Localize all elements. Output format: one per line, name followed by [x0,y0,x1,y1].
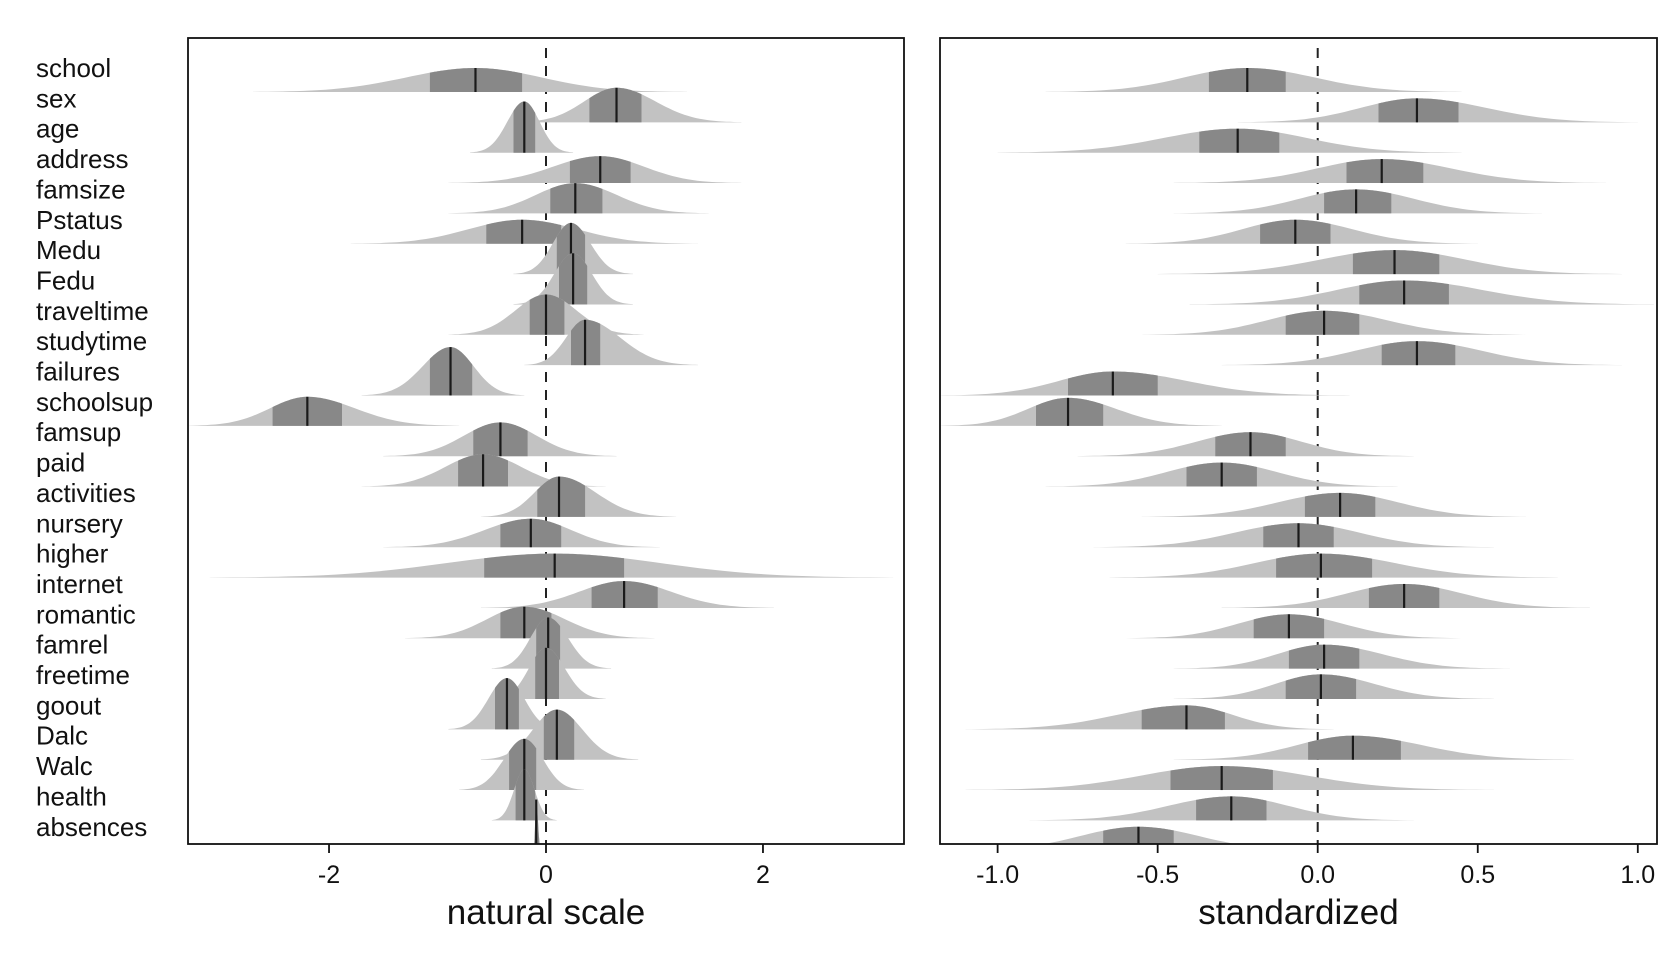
x-tick-label: 0.0 [1300,861,1335,889]
x-tick-label: 1.0 [1620,861,1655,889]
x-tick-label: -2 [318,861,340,889]
variable-label-activities: activities [36,478,136,508]
variable-label-internet: internet [36,569,123,599]
density-inner-activities [537,476,586,517]
variable-label-sex: sex [36,83,76,113]
density-inner-goout [1141,705,1225,730]
variable-label-famsize: famsize [36,174,126,204]
x-tick-label: -1.0 [976,861,1019,889]
variable-label-dalc: Dalc [36,721,88,751]
density-inner-address [1346,159,1424,184]
panel-frame [939,37,1658,845]
x-tick-label: 0.5 [1460,861,1495,889]
x-tick-label: 2 [756,861,770,889]
density-inner-medu [1352,250,1440,275]
variable-label-medu: Medu [36,235,101,265]
variable-label-absences: absences [36,812,147,842]
density-inner-higher [1276,553,1373,578]
x-axis-title: natural scale [447,893,645,932]
density-inner-dalc [1308,735,1401,760]
variable-label-romantic: romantic [36,599,136,629]
variable-label-age: age [36,114,79,144]
variable-label-famrel: famrel [36,630,108,660]
variable-label-traveltime: traveltime [36,296,149,326]
density-inner-sex [1378,98,1459,123]
variable-label-goout: goout [36,690,102,720]
density-inner-age [1199,128,1280,153]
variable-label-nursery: nursery [36,508,123,538]
variable-label-failures: failures [36,357,120,387]
variable-labels: schoolsexageaddressfamsizePstatusMeduFed… [36,53,153,842]
panel-natural-scale: -2 0 2 natural scale [187,37,905,932]
variable-label-freetime: freetime [36,660,130,690]
density-inner-dalc [543,709,575,760]
variable-label-walc: Walc [36,751,93,781]
density-inner-traveltime [1285,310,1360,335]
variable-label-fedu: Fedu [36,265,95,295]
variable-label-health: health [36,781,107,811]
variable-label-studytime: studytime [36,326,147,356]
variable-label-school: school [36,53,111,83]
panel-standardized: -1.0 -0.5 0.0 0.5 1.0 standardized [939,37,1658,932]
variable-label-higher: higher [36,539,109,569]
variable-label-schoolsup: schoolsup [36,387,153,417]
variable-label-famsup: famsup [36,417,121,447]
density-inner-schoolsup [1036,397,1104,426]
variable-label-pstatus: Pstatus [36,205,123,235]
x-tick-label: -0.5 [1136,861,1179,889]
density-inner-pstatus [486,219,562,244]
x-axis-title: standardized [1198,893,1398,932]
density-inner-famsize [1324,189,1392,214]
x-tick-label: 0 [539,861,553,889]
variable-label-paid: paid [36,448,85,478]
density-inner-studytime [1381,341,1456,366]
variable-label-address: address [36,144,129,174]
density-outer-studytime [524,319,698,366]
